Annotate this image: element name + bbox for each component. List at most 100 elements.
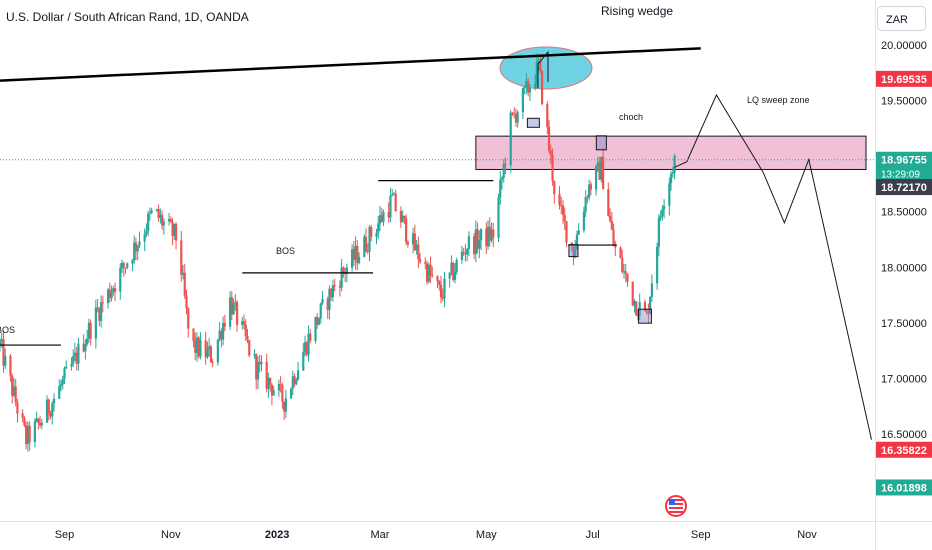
candle-body — [558, 194, 561, 206]
candle-body — [242, 321, 246, 325]
candle-body — [561, 205, 565, 216]
candle-body — [342, 267, 345, 273]
candle-body — [167, 219, 171, 222]
candle-body — [328, 288, 331, 310]
y-tick-label: 17.00000 — [881, 373, 927, 385]
candle-body — [473, 236, 476, 255]
candle-body — [241, 321, 244, 325]
candle-body — [106, 289, 110, 304]
candle-body — [173, 223, 176, 236]
candle-body — [326, 298, 329, 310]
lq-sweep-zone-label: LQ sweep zone — [747, 95, 810, 105]
candle-body — [108, 289, 111, 299]
candle-body — [405, 218, 408, 242]
candle-body — [206, 348, 209, 358]
candle-body — [14, 386, 17, 403]
candle-body — [101, 302, 104, 304]
candle-body — [181, 272, 185, 275]
candle-body — [63, 368, 66, 379]
candle-body — [490, 229, 493, 241]
pink-supply-zone — [475, 135, 867, 170]
candle-body — [183, 272, 186, 296]
candle-body — [258, 361, 261, 365]
candle-body — [309, 333, 312, 341]
candle-body — [296, 370, 300, 380]
drawing-layer — [0, 47, 875, 440]
candle-body — [464, 253, 467, 255]
candle-body — [96, 307, 99, 310]
candle-body — [289, 388, 293, 399]
candle-body — [110, 292, 113, 299]
candle-body — [450, 262, 453, 273]
candle-body — [150, 210, 153, 213]
choch-label: choch — [619, 112, 643, 122]
candle-body — [119, 268, 122, 292]
candle-body — [598, 162, 601, 180]
candle-body — [284, 398, 287, 412]
candle-body — [345, 267, 348, 275]
candle-body — [455, 259, 458, 273]
candle-body — [584, 197, 587, 212]
candle-body — [595, 166, 598, 190]
x-tick-label: Nov — [797, 529, 817, 541]
candle-body — [375, 232, 378, 237]
candle-body — [171, 222, 174, 236]
candle-body — [143, 234, 146, 242]
candle-body — [476, 229, 479, 249]
last-price-value: 18.96755 — [881, 155, 927, 167]
currency-button-label: ZAR — [886, 14, 908, 26]
candle-body — [380, 215, 383, 222]
candle-body — [596, 162, 599, 167]
symbol-title[interactable]: U.S. Dollar / South African Rand, 1D, OA… — [6, 10, 249, 24]
candle-body — [534, 83, 537, 89]
candle-body — [364, 236, 368, 252]
candle-body — [647, 311, 650, 314]
candle-body — [291, 376, 294, 389]
candle-body — [126, 263, 129, 268]
candle-body — [669, 173, 673, 184]
candle-body — [466, 249, 469, 255]
candle-body — [174, 223, 178, 241]
candle-body — [9, 355, 12, 376]
candle-body — [370, 226, 373, 237]
candle-body — [260, 361, 263, 365]
candle-body — [608, 216, 612, 221]
candle-body — [619, 247, 622, 259]
prev-price-badge — [876, 179, 932, 196]
candle-body — [216, 339, 219, 363]
candle-body — [631, 281, 634, 306]
candle-body — [25, 425, 28, 445]
candle-body — [657, 218, 660, 247]
high-price-badge-label: 19.69535 — [881, 74, 927, 86]
candle-body — [377, 223, 380, 233]
candle-body — [265, 361, 268, 389]
us-flag-icon[interactable] — [665, 495, 687, 517]
candle-body — [645, 310, 648, 312]
candle-body — [159, 214, 162, 218]
currency-button[interactable]: ZAR — [877, 6, 926, 31]
candle-body — [0, 339, 3, 342]
candle-body — [582, 211, 586, 231]
candle-body — [438, 281, 441, 285]
candle-body — [551, 154, 554, 181]
candle-body — [523, 86, 526, 89]
candle-body — [209, 346, 213, 363]
candle-body — [635, 301, 638, 316]
candle-body — [65, 366, 68, 369]
candle-body — [354, 245, 357, 261]
candle-body — [77, 343, 80, 364]
candle-body — [668, 183, 671, 206]
candle-body — [253, 354, 256, 356]
candle-body — [539, 60, 542, 72]
candle-body — [230, 297, 233, 315]
low-price-badge — [876, 479, 932, 496]
candle-body — [612, 229, 615, 246]
rising-wedge-label: Rising wedge — [601, 4, 673, 18]
candle-body — [439, 284, 443, 298]
candle-body — [453, 272, 457, 280]
candle-body — [47, 399, 50, 414]
candle-body — [488, 226, 491, 241]
candle-body — [330, 288, 333, 298]
